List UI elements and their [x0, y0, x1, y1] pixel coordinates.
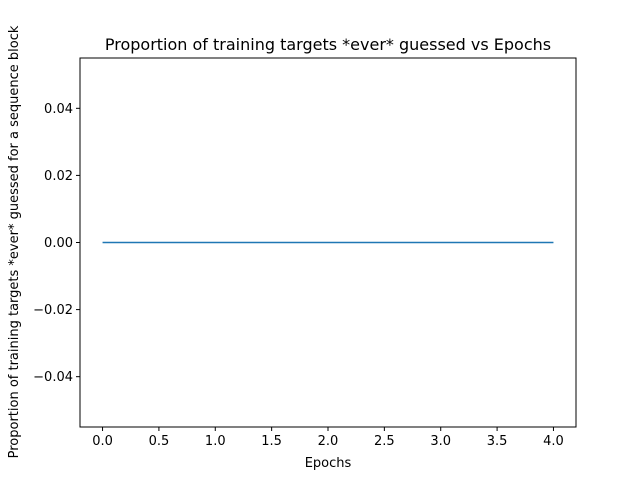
y-tick-label: 0.04 — [44, 102, 73, 117]
x-tick-label: 1.5 — [261, 434, 282, 449]
chart-title: Proportion of training targets *ever* gu… — [105, 35, 551, 54]
x-tick-label: 2.5 — [374, 434, 395, 449]
y-tick-label: −0.02 — [33, 303, 73, 318]
y-axis: −0.04 −0.02 0.00 0.02 0.04 — [33, 102, 80, 385]
x-tick-label: 0.5 — [149, 434, 170, 449]
y-tick-label: 0.00 — [44, 236, 73, 251]
y-axis-label: Proportion of training targets *ever* gu… — [7, 25, 22, 458]
y-tick-label: 0.02 — [44, 169, 73, 184]
x-tick-label: 0.0 — [92, 434, 113, 449]
y-tick-label: −0.04 — [33, 370, 73, 385]
x-axis-label: Epochs — [305, 456, 352, 471]
x-tick-label: 2.0 — [318, 434, 339, 449]
x-tick-label: 3.0 — [430, 434, 451, 449]
x-axis: 0.0 0.5 1.0 1.5 2.0 2.5 3.0 3.5 4.0 — [92, 427, 564, 449]
x-tick-label: 3.5 — [487, 434, 508, 449]
x-tick-label: 4.0 — [543, 434, 564, 449]
x-tick-label: 1.0 — [205, 434, 226, 449]
